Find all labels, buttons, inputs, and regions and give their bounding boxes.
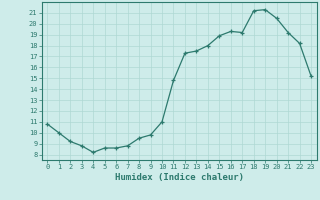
X-axis label: Humidex (Indice chaleur): Humidex (Indice chaleur) xyxy=(115,173,244,182)
